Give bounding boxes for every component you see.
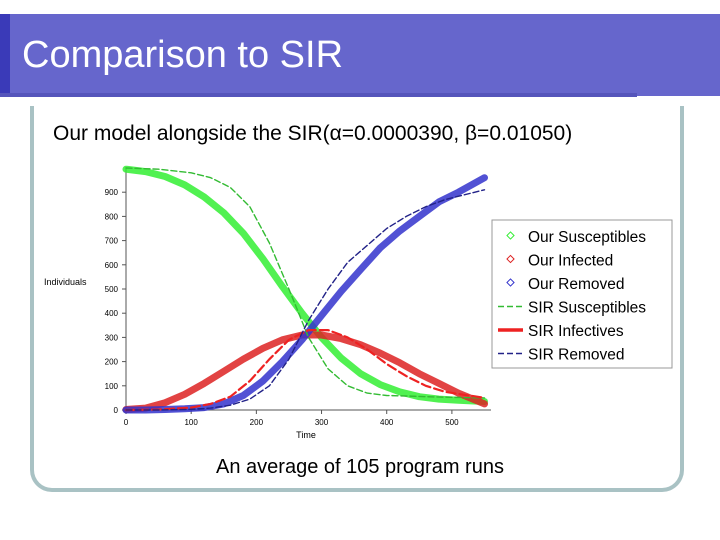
y-tick-label: 900 [105, 188, 119, 197]
legend-label: Our Removed [528, 276, 624, 293]
title-bar: Comparison to SIR [0, 14, 720, 96]
y-tick-label: 100 [105, 382, 119, 391]
y-tick-label: 0 [114, 406, 119, 415]
title-accent [0, 14, 10, 96]
legend-label: SIR Removed [528, 347, 624, 364]
slide-title: Comparison to SIR [22, 34, 344, 76]
y-tick-label: 700 [105, 237, 119, 246]
x-tick-label: 200 [250, 418, 264, 427]
x-tick-label: 400 [380, 418, 394, 427]
legend-label: Our Infected [528, 253, 613, 270]
x-tick-label: 100 [184, 418, 198, 427]
chart-title: Our model alongside the SIR(α=0.0000390,… [53, 122, 572, 145]
legend-marker [506, 254, 515, 264]
caption: An average of 105 program runs [216, 456, 504, 478]
legend: Our Susceptibles Our Infected Our Removed S… [491, 219, 673, 369]
series-sir-infectives [124, 329, 486, 412]
series-our-removed [122, 174, 488, 414]
legend-label: Our Susceptibles [528, 229, 646, 246]
y-ticks: 0 100 200 300 400 500 600 700 800 900 [105, 188, 126, 415]
y-tick-label: 200 [105, 358, 119, 367]
title-underline [0, 93, 637, 97]
y-tick-label: 600 [105, 261, 119, 270]
legend-label: SIR Infectives [528, 323, 624, 340]
x-tick-label: 300 [315, 418, 329, 427]
x-tick-label: 500 [445, 418, 459, 427]
y-tick-label: 400 [105, 309, 119, 318]
x-tick-label: 0 [124, 418, 129, 427]
y-tick-label: 800 [105, 212, 119, 221]
legend-label: SIR Susceptibles [528, 300, 646, 317]
series-sir-removed [125, 189, 486, 411]
y-axis-label: Individuals [44, 277, 87, 287]
chart: Our model alongside the SIR(α=0.0000390,… [44, 122, 673, 440]
content-frame [30, 106, 684, 492]
legend-marker [506, 231, 515, 240]
legend-box [491, 219, 673, 369]
series-layer [122, 165, 488, 414]
y-tick-label: 300 [105, 333, 119, 342]
y-tick-label: 500 [105, 285, 119, 294]
series-sir-susceptibles [125, 167, 486, 399]
legend-marker [506, 278, 515, 287]
x-axis-label: Time [296, 430, 316, 440]
